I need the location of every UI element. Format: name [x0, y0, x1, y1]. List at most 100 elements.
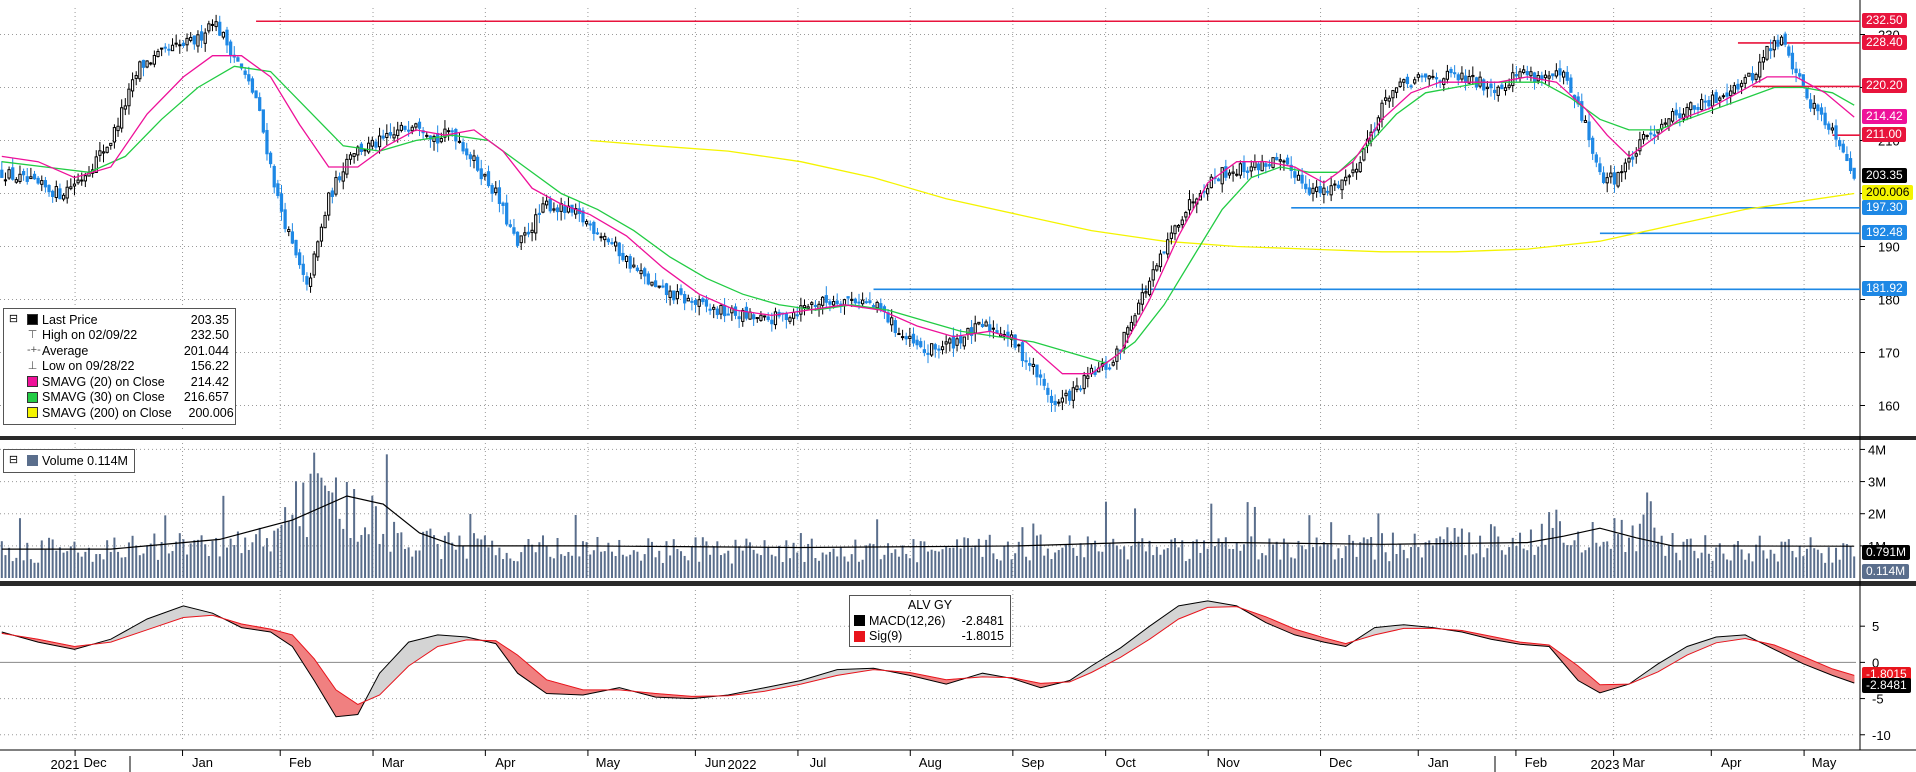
volume-bar: [1210, 503, 1213, 578]
legend-swatch-sma20: [27, 376, 38, 388]
volume-bar: [1471, 554, 1474, 578]
volume-bar: [1769, 549, 1772, 578]
candle-body: [196, 34, 200, 47]
candle-body: [1140, 292, 1144, 305]
volume-bar: [1642, 514, 1645, 578]
volume-bar: [807, 543, 810, 578]
macd-fill-segment: [408, 640, 413, 667]
volume-bar: [0, 541, 3, 578]
volume-bar: [1675, 552, 1678, 578]
volume-bar: [752, 549, 755, 578]
year-tick-label: 2022: [728, 757, 757, 772]
volume-bar: [1264, 555, 1267, 578]
candle-body: [192, 35, 196, 45]
candle-body: [356, 146, 360, 156]
candle-body: [1038, 374, 1043, 378]
volume-bar: [1562, 542, 1565, 578]
volume-bar: [1297, 540, 1300, 578]
volume-bar: [654, 557, 657, 578]
candle-body: [40, 180, 44, 185]
volume-bar: [1649, 501, 1652, 578]
volume-bar: [1086, 536, 1089, 578]
macd-fill-segment: [448, 635, 453, 645]
candle-body: [465, 148, 469, 156]
volume-bar: [425, 530, 428, 578]
legend-value: 203.35: [190, 312, 229, 327]
volume-bar: [1504, 554, 1507, 578]
macd-fill-segment: [415, 639, 420, 662]
volume-bar: [1729, 560, 1732, 578]
candle-body: [1838, 140, 1842, 147]
candle-body: [741, 309, 745, 322]
candle-body: [919, 341, 923, 348]
candle-body: [1605, 177, 1609, 184]
candle-body: [298, 252, 302, 266]
volume-bar: [1424, 542, 1427, 578]
volume-bar: [1736, 540, 1739, 578]
volume-bar: [1173, 538, 1176, 578]
volume-bar: [371, 495, 374, 578]
volume-bar: [1028, 560, 1031, 578]
volume-bar: [1293, 558, 1296, 578]
legend-swatch-avg: -+-: [27, 344, 41, 357]
candle-body: [1627, 157, 1631, 163]
candle-body: [897, 333, 901, 336]
volume-bar: [1341, 558, 1344, 578]
volume-bar: [625, 556, 628, 578]
candle-body: [250, 78, 255, 93]
volume-bar: [941, 549, 944, 578]
candle-body: [1620, 171, 1624, 174]
candle-body: [1598, 163, 1602, 173]
volume-bar: [443, 535, 446, 578]
candle-body: [76, 179, 80, 184]
candle-body: [396, 129, 400, 136]
candle-body: [141, 59, 146, 68]
month-tick-label: Sep: [1021, 755, 1044, 770]
volume-bar: [1620, 519, 1623, 578]
volume-bar: [1079, 543, 1082, 578]
volume-bar: [1446, 527, 1449, 578]
candle-body: [1267, 164, 1272, 167]
volume-bar: [1755, 544, 1758, 578]
volume-bar: [1577, 531, 1580, 578]
volume-bar: [1228, 548, 1231, 578]
volume-bar: [712, 546, 715, 578]
candle-body: [846, 296, 850, 299]
candle-body: [690, 300, 694, 303]
candle-body: [1754, 73, 1758, 80]
volume-bar: [1112, 538, 1115, 578]
candle-body: [229, 41, 233, 56]
collapse-icon[interactable]: ⊟: [8, 313, 19, 326]
volume-bar: [1744, 559, 1747, 578]
candle-body: [1772, 40, 1776, 51]
volume-bar: [1631, 525, 1634, 578]
candle-body: [523, 232, 527, 236]
volume-bar: [487, 547, 490, 578]
volume-bar: [719, 555, 722, 578]
macd-legend-row: MACD(12,26) -2.8481: [850, 613, 1010, 629]
candle-body: [1561, 71, 1566, 78]
volume-bar: [411, 556, 414, 578]
candle-body: [1525, 71, 1529, 76]
volume-bar: [44, 549, 47, 578]
candle-body: [1641, 134, 1646, 140]
volume-bar: [1148, 540, 1151, 578]
legend-swatch-sma30: [27, 391, 38, 403]
volume-bar: [618, 539, 621, 578]
volume-bar: [1072, 547, 1075, 578]
volume-bar: [1816, 549, 1819, 578]
collapse-icon[interactable]: ⊟: [8, 454, 19, 467]
volume-bar: [1261, 553, 1264, 578]
candle-body: [1260, 160, 1264, 172]
volume-bar: [1682, 541, 1685, 578]
volume-bar: [1838, 559, 1841, 578]
volume-bar: [1232, 549, 1235, 578]
volume-bar: [1134, 508, 1137, 578]
volume-bar: [636, 551, 639, 578]
legend-value: 200.006: [188, 405, 234, 420]
candle-body: [1031, 363, 1035, 367]
volume-bar: [1489, 524, 1492, 578]
candle-body: [425, 134, 429, 137]
candle-body: [1391, 90, 1395, 99]
volume-bar: [1457, 536, 1460, 578]
